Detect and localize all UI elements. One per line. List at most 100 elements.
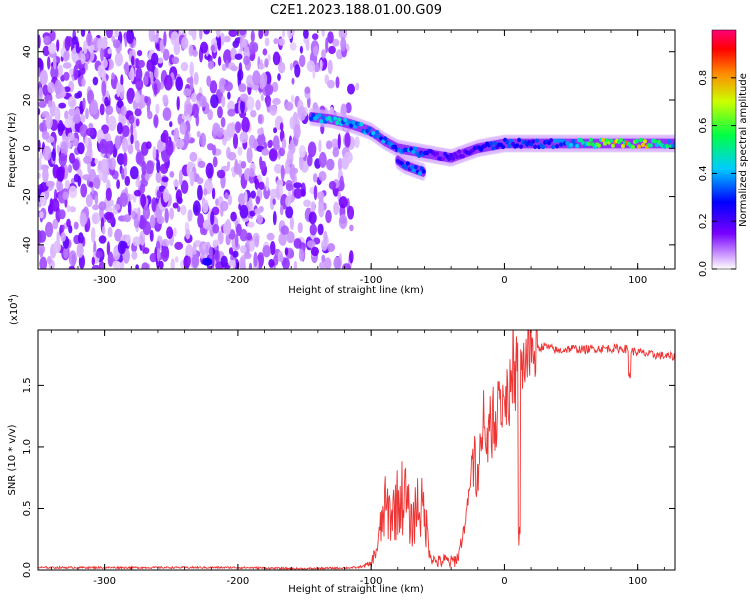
heatmap-noise-blob [171,56,180,65]
heatmap-noise-blob [128,71,133,80]
heatmap-noise-blob [161,176,169,183]
heatmap-noise-blob [61,90,67,98]
heatmap-noise-blob [38,139,41,152]
heatmap-noise-blob [39,69,48,86]
heatmap-noise-blob [267,140,273,149]
heatmap-noise-blob [119,192,128,207]
heatmap-noise-blob [187,256,191,266]
heatmap-noise-blob [239,229,248,242]
heatmap-noise-blob [233,163,242,175]
heatmap-noise-blob [306,240,316,249]
heatmap-noise-blob [124,175,131,187]
heatmap-noise-blob [162,48,170,61]
heatmap-signal-core [441,156,446,162]
heatmap-signal-core [317,113,322,118]
heatmap-noise-blob [294,64,301,78]
heatmap-noise-blob [192,200,201,216]
heatmap-noise-blob [254,235,260,248]
heatmap-noise-blob [90,99,99,115]
heatmap-noise-blob [56,144,61,154]
heatmap-noise-blob [279,184,284,196]
heatmap-noise-blob [161,245,170,262]
heatmap-noise-blob [326,158,335,171]
heatmap-noise-blob [280,164,285,181]
heatmap-noise-blob [39,151,43,160]
heatmap-noise-blob [74,92,81,99]
heatmap-signal-core [351,120,356,125]
heatmap-noise-blob [318,202,325,218]
heatmap-noise-blob [234,233,239,248]
heatmap-noise-blob [76,243,84,258]
snr-xtick-label: -200 [227,576,250,587]
heatmap-noise-blob [80,114,86,123]
heatmap-signal-core [505,139,510,145]
heatmap-branch-core [403,164,408,170]
heatmap-noise-blob [189,61,194,78]
heatmap-signal-core [601,137,605,143]
heatmap-noise-blob [145,141,152,150]
heatmap-noise-blob [344,151,353,164]
heatmap-signal-core [549,138,554,143]
heatmap-noise-blob [73,173,80,183]
heatmap-noise-blob [155,43,161,50]
heatmap-noise-blob [39,122,44,132]
heatmap-noise-blob [131,251,138,260]
heatmap-noise-blob [347,205,355,220]
heatmap-noise-blob [52,240,62,254]
heatmap-signal-core [559,142,564,147]
heatmap-noise-blob [169,171,175,178]
heatmap-noise-blob [268,148,278,162]
heatmap-noise-blob [134,108,142,117]
heatmap-noise-blob [282,257,290,269]
colorbar-gradient [712,30,736,269]
heatmap-noise-blob [39,192,46,207]
heatmap-noise-blob [210,211,215,226]
heatmap-signal-core [609,138,613,143]
heatmap-noise-blob [41,131,50,140]
heatmap-signal-core [611,143,615,148]
heatmap-noise-blob [279,254,284,263]
heatmap-noise-blob [130,123,134,136]
heatmap-noise-blob [42,45,50,57]
heatmap-noise-blob [60,224,65,232]
heatmap-noise-blob [152,146,157,161]
heatmap-noise-blob [216,169,226,179]
heatmap-noise-blob [38,57,43,69]
heatmap-noise-blob [124,61,130,76]
heatmap-noise-blob [327,59,333,75]
heatmap-noise-blob [262,245,271,258]
heatmap-noise-blob [332,38,340,47]
heatmap-noise-blob [104,96,109,107]
heatmap-noise-blob [48,30,56,42]
heatmap-noise-blob [349,250,354,264]
heatmap-xtick-label: 100 [628,275,647,286]
heatmap-noise-blob [149,253,157,263]
heatmap-noise-blob [250,190,256,199]
heatmap-noise-blob [317,191,325,200]
heatmap-noise-blob [196,130,201,138]
heatmap-noise-blob [239,204,249,219]
snr-xtick-label: 0 [501,576,507,587]
heatmap-noise-blob [255,195,261,205]
heatmap-noise-blob [107,48,112,55]
heatmap-signal-core [447,156,452,162]
heatmap-noise-blob [240,161,247,169]
heatmap-noise-blob [298,154,304,171]
heatmap-noise-blob [246,147,253,163]
heatmap-noise-blob [51,198,60,212]
snr-xtick-label: -100 [360,576,383,587]
heatmap-noise-blob [217,56,222,66]
heatmap-noise-blob [273,127,278,134]
heatmap-noise-blob [121,137,129,153]
heatmap-noise-blob [307,141,317,158]
heatmap-noise-blob [71,36,78,45]
heatmap-noise-blob [164,208,169,224]
heatmap-noise-blob [313,185,318,201]
heatmap-noise-blob [273,163,283,174]
heatmap-noise-blob [277,73,281,81]
heatmap-noise-blob [267,54,271,62]
heatmap-noise-blob [88,122,94,129]
heatmap-noise-blob [279,147,285,157]
heatmap-noise-blob [57,123,66,132]
heatmap-noise-blob [100,158,109,175]
